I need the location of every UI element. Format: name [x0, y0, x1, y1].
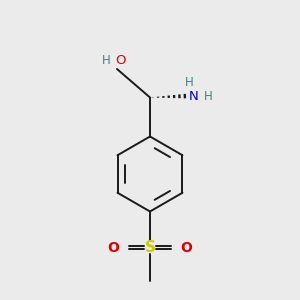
Text: H: H — [184, 76, 194, 89]
Text: H: H — [204, 89, 213, 103]
Text: S: S — [145, 240, 155, 255]
Text: H: H — [102, 54, 110, 67]
Text: N: N — [189, 89, 199, 103]
Text: O: O — [181, 241, 193, 254]
Text: O: O — [107, 241, 119, 254]
Text: O: O — [116, 54, 126, 67]
